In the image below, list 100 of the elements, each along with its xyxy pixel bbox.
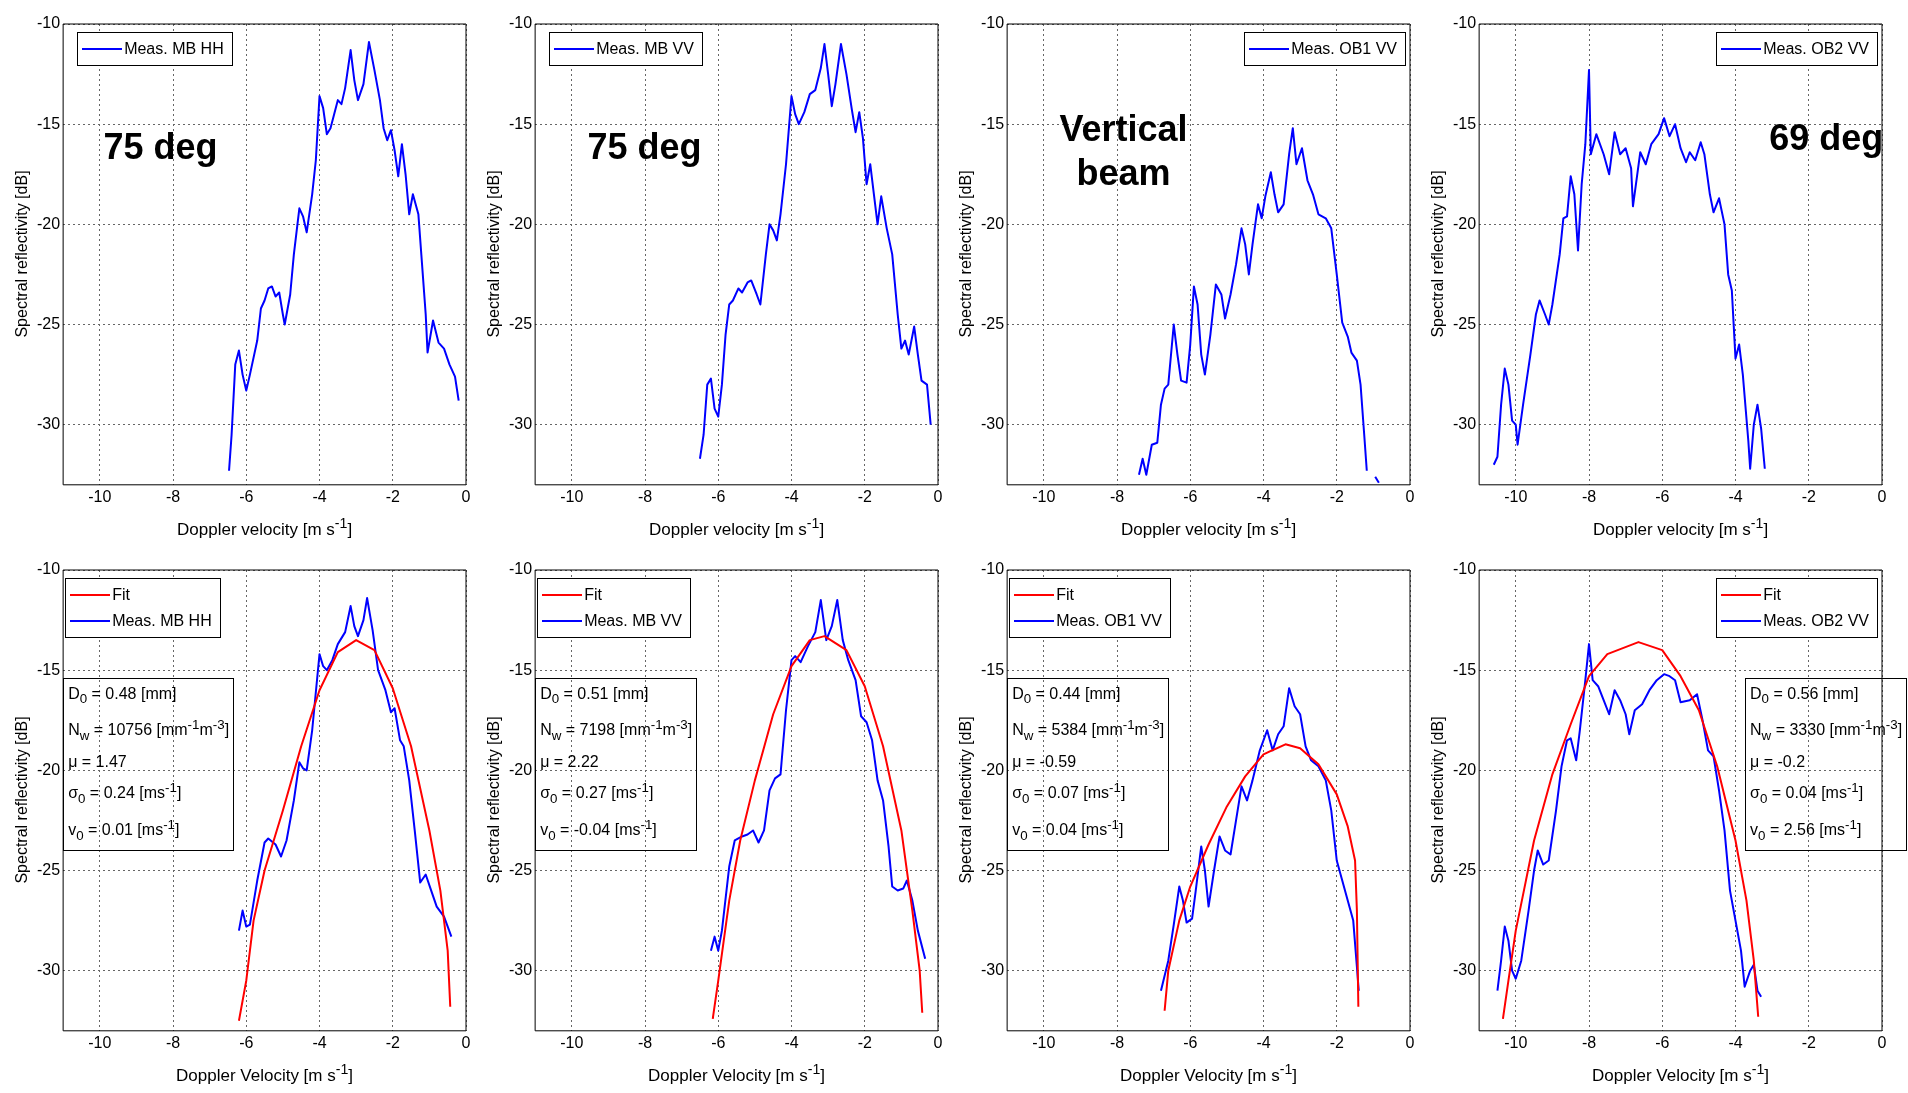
x-tick-label: -10 (88, 487, 112, 505)
x-axis-title: Doppler Velocity [m s$^{-1}$] (648, 1060, 826, 1086)
legend-label: Fit (112, 586, 130, 604)
x-tick-label: -6 (1183, 487, 1198, 505)
y-tick-label: -25 (1453, 860, 1477, 878)
x-tick-label: 0 (1877, 487, 1887, 505)
x-axis-title: Doppler velocity [m s$^{-1}$] (1593, 514, 1769, 540)
y-axis-title: Spectral reflectivity [dB] (485, 716, 503, 884)
x-tick-label: -2 (385, 1033, 400, 1051)
y-tick-label: -15 (37, 660, 61, 678)
x-tick-label: -2 (385, 487, 400, 505)
x-tick-label: -8 (1581, 487, 1597, 505)
y-tick-label: -10 (981, 14, 1005, 32)
y-tick-label: -25 (981, 860, 1005, 878)
y-tick-label: -25 (981, 314, 1005, 332)
y-tick-label: -30 (1453, 415, 1477, 433)
y-axis-title: Spectral reflectivity [dB] (957, 716, 975, 884)
y-tick-label: -20 (509, 214, 533, 232)
y-tick-label: -15 (981, 114, 1005, 132)
legend-label: Meas. OB1 VV (1291, 40, 1397, 58)
y-tick-label: -20 (981, 760, 1005, 778)
x-tick-label: -4 (1256, 1033, 1271, 1051)
annotation: 75 deg (587, 125, 702, 170)
y-tick-label: -20 (37, 214, 61, 232)
y-tick-label: -15 (509, 660, 533, 678)
annotation: 75 deg (103, 125, 218, 170)
x-tick-label: -8 (1109, 487, 1125, 505)
x-tick-label: -6 (1655, 1033, 1670, 1051)
y-tick-label: -30 (981, 415, 1005, 433)
x-tick-label: -10 (1032, 487, 1056, 505)
y-tick-label: -10 (509, 14, 533, 32)
y-tick-label: -10 (1453, 560, 1477, 578)
y-tick-label: -25 (37, 860, 61, 878)
x-axis-title: Doppler velocity [m s$^{-1}$] (649, 514, 825, 540)
y-axis-title: Spectral reflectivity [dB] (485, 170, 503, 338)
y-tick-label: -15 (1453, 114, 1477, 132)
x-tick-label: -4 (784, 1033, 799, 1051)
y-tick-label: -10 (37, 14, 61, 32)
x-tick-label: -6 (1183, 1033, 1198, 1051)
x-axis-title: Doppler Velocity [m s$^{-1}$] (1120, 1060, 1298, 1086)
y-axis-title: Spectral reflectivity [dB] (957, 170, 975, 338)
x-tick-label: -8 (637, 1033, 653, 1051)
text: D$_{0}$ = 0.51 [mm] N$_{w}$ = 7198 [mm$^{-1}$m$^{-3}$] μ = 2.22 σ$_{0}$ = 0.27 [ms$^{-1}$] v$_{0}$ = -0.04 [ms$^{-1}$] (540, 685, 693, 843)
y-axis-title: Spectral reflectivity [dB] (13, 170, 31, 338)
y-tick-label: -20 (509, 760, 533, 778)
x-axis-title: Doppler Velocity [m s$^{-1}$] (176, 1060, 354, 1086)
y-tick-label: -30 (509, 961, 533, 979)
x-tick-label: -10 (560, 1033, 584, 1051)
annotation: Vertical beam (1059, 106, 1188, 195)
x-tick-label: -2 (1801, 487, 1816, 505)
y-tick-label: -10 (509, 560, 533, 578)
x-tick-label: -4 (312, 487, 327, 505)
y-tick-label: -15 (1453, 660, 1477, 678)
x-tick-label: -4 (784, 487, 799, 505)
x-tick-label: -8 (1581, 1033, 1597, 1051)
y-tick-label: -30 (509, 415, 533, 433)
y-tick-label: -25 (509, 860, 533, 878)
x-tick-label: -4 (1728, 487, 1743, 505)
x-tick-label: -4 (312, 1033, 327, 1051)
x-tick-label: -6 (239, 1033, 254, 1051)
legend-label: Fit (584, 586, 602, 604)
y-tick-label: -15 (509, 114, 533, 132)
x-tick-label: 0 (1405, 1033, 1415, 1051)
y-tick-label: -20 (981, 214, 1005, 232)
x-tick-label: -4 (1256, 487, 1271, 505)
y-tick-label: -25 (509, 314, 533, 332)
y-axis-title: Spectral reflectivity [dB] (13, 716, 31, 884)
legend-label: Meas. MB VV (584, 612, 682, 630)
x-tick-label: -10 (1032, 1033, 1056, 1051)
y-tick-label: -25 (1453, 314, 1477, 332)
x-tick-label: 0 (461, 1033, 471, 1051)
text: D$_{0}$ = 0.56 [mm] N$_{w}$ = 3330 [mm$^{-1}$m$^{-3}$] μ = -0.2 σ$_{0}$ = 0.04 [ms$^{-1}$] v$_{0}$ = 2.56 [ms$^{-1}$] (1750, 685, 1903, 843)
legend-label: Meas. OB2 VV (1763, 612, 1869, 630)
x-axis-title: Doppler velocity [m s$^{-1}$] (177, 514, 353, 540)
text: D$_{0}$ = 0.44 [mm] N$_{w}$ = 5384 [mm$^{-1}$m$^{-3}$] μ = -0.59 σ$_{0}$ = 0.07 [ms$^{-1}$] v$_{0}$ = 0.04 [ms$^{-1}$] (1012, 685, 1165, 843)
legend-label: Meas. OB1 VV (1056, 612, 1162, 630)
x-tick-label: -2 (857, 487, 872, 505)
legend-label: Meas. MB VV (596, 40, 694, 58)
y-tick-label: -30 (37, 415, 61, 433)
y-tick-label: -10 (1453, 14, 1477, 32)
y-tick-label: -20 (1453, 760, 1477, 778)
y-tick-label: -30 (37, 961, 61, 979)
x-tick-label: -8 (1109, 1033, 1125, 1051)
x-axis-title: Doppler velocity [m s$^{-1}$] (1121, 514, 1297, 540)
x-tick-label: -6 (711, 487, 726, 505)
x-tick-label: -2 (1801, 1033, 1816, 1051)
y-tick-label: -15 (37, 114, 61, 132)
x-tick-label: 0 (933, 1033, 943, 1051)
x-tick-label: -2 (1329, 1033, 1344, 1051)
x-tick-label: 0 (933, 487, 943, 505)
x-tick-label: -6 (711, 1033, 726, 1051)
x-tick-label: -4 (1728, 1033, 1743, 1051)
x-tick-label: -8 (165, 487, 181, 505)
x-tick-label: 0 (1405, 487, 1415, 505)
x-tick-label: -10 (88, 1033, 112, 1051)
y-tick-label: -20 (1453, 214, 1477, 232)
x-tick-label: -8 (637, 487, 653, 505)
y-tick-label: -10 (37, 560, 61, 578)
y-tick-label: -20 (37, 760, 61, 778)
x-tick-label: -6 (1655, 487, 1670, 505)
